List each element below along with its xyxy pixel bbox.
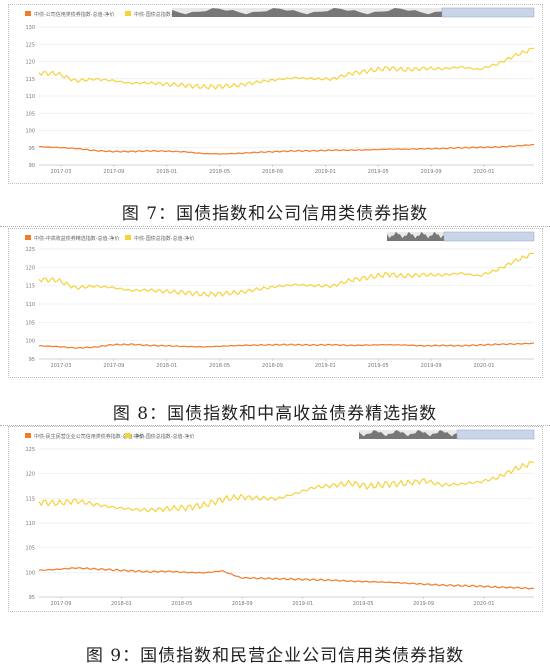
x-tick-label: 2018-01 — [156, 363, 177, 369]
y-tick-label: 115 — [25, 496, 35, 502]
legend-swatch — [125, 235, 131, 240]
y-tick-label: 110 — [25, 94, 35, 100]
x-tick-label: 2019-01 — [292, 601, 313, 607]
range-navigator[interactable] — [172, 7, 535, 18]
series-line-orange — [38, 342, 535, 350]
y-tick-label: 130 — [25, 25, 35, 31]
x-tick-label: 2017-03 — [51, 363, 72, 369]
x-tick-label: 2019-01 — [315, 363, 336, 369]
legend-label: 中债-中高收益债券精选指数-总值-净价 — [34, 235, 119, 242]
series-line-orange — [38, 144, 534, 155]
caption-figure-9: 图 9：国债指数和民营企业公司信用类债券指数 — [85, 646, 465, 666]
legend-label: 中债-国债总指数-总值-净价 — [134, 433, 194, 440]
x-tick-label: 2017-09 — [103, 363, 124, 369]
y-tick-label: 115 — [25, 284, 35, 290]
range-navigator[interactable] — [359, 429, 535, 440]
range-selection-handle[interactable] — [441, 7, 535, 18]
y-tick-label: 105 — [25, 320, 35, 326]
series-line-yellow — [38, 47, 535, 90]
y-tick-label: 100 — [25, 570, 35, 576]
y-tick-label: 105 — [25, 111, 35, 117]
line-chart-8: 中债-中高收益债券精选指数-总值-净价 中债-国债总指数-总值-净价 95 100 10… — [25, 231, 535, 369]
x-tick-label: 2018-09 — [232, 601, 253, 607]
series-line-orange — [38, 567, 535, 590]
x-tick-label: 2018-01 — [111, 601, 132, 607]
legend-swatch — [25, 433, 31, 438]
x-tick-label: 2017-09 — [103, 169, 124, 175]
y-tick-label: 110 — [25, 521, 35, 527]
x-tick-label: 2019-09 — [421, 363, 442, 369]
y-tick-label: 90 — [29, 163, 35, 169]
legend-label: 中债-国债总指数-总值-净价 — [134, 235, 194, 242]
y-tick-label: 110 — [25, 302, 35, 308]
y-tick-label: 95 — [29, 146, 35, 152]
chart-container-7: 中债-公司信用类债券指数-总值-净价 中债-国债总指数-总值-净价 90 95 100 1… — [8, 4, 543, 184]
y-tick-label: 105 — [25, 546, 35, 552]
y-tick-label: 115 — [25, 77, 35, 83]
x-tick-label: 2019-09 — [413, 601, 434, 607]
legend-label: 中债-国债总指数-总值-净价 — [134, 11, 194, 18]
caption-figure-8: 图 8：国债指数和中高收益债券精选指数 — [112, 404, 438, 424]
range-navigator[interactable] — [387, 231, 535, 242]
x-tick-label: 2018-01 — [156, 169, 177, 175]
y-tick-label: 95 — [29, 357, 35, 363]
x-tick-label: 2018-05 — [209, 363, 230, 369]
chart-container-8: 中债-中高收益债券精选指数-总值-净价 中债-国债总指数-总值-净价 95 100 10… — [8, 228, 543, 378]
x-tick-label: 2019-05 — [368, 363, 389, 369]
x-tick-label: 2018-05 — [171, 601, 192, 607]
range-selection-handle[interactable] — [456, 429, 535, 440]
legend-swatch — [25, 235, 31, 240]
line-chart-7: 中债-公司信用类债券指数-总值-净价 中债-国债总指数-总值-净价 90 95 100 1… — [25, 7, 535, 175]
figure-7: 中债-公司信用类债券指数-总值-净价 中债-国债总指数-总值-净价 90 95 100 1… — [0, 0, 550, 224]
y-tick-label: 125 — [25, 247, 35, 253]
y-tick-label: 120 — [25, 265, 35, 271]
range-selection-handle[interactable] — [443, 231, 535, 242]
caption-figure-7: 图 7：国债指数和公司信用类债券指数 — [121, 204, 429, 224]
x-tick-label: 2019-01 — [315, 169, 336, 175]
x-tick-label: 2018-09 — [262, 363, 283, 369]
x-tick-label: 2019-09 — [421, 169, 442, 175]
legend-swatch — [125, 433, 131, 438]
x-tick-label: 2017-03 — [51, 169, 72, 175]
legend-label: 中债-公司信用类债券指数-总值-净价 — [34, 11, 114, 18]
y-tick-label: 120 — [25, 472, 35, 478]
x-tick-label: 2017-09 — [51, 601, 72, 607]
legend-swatch — [25, 11, 31, 16]
y-tick-label: 95 — [29, 595, 35, 601]
legend-label: 中债-民生民营企业公司信用类债券指数-总值-净价 — [34, 433, 144, 440]
x-tick-label: 2020-01 — [474, 169, 495, 175]
series-line-yellow — [38, 252, 535, 298]
x-tick-label: 2020-01 — [474, 363, 495, 369]
divider — [0, 226, 550, 227]
x-tick-label: 2018-09 — [262, 169, 283, 175]
y-tick-label: 100 — [25, 129, 35, 135]
legend-swatch — [125, 11, 131, 16]
x-tick-label: 2020-01 — [474, 601, 495, 607]
x-tick-label: 2019-05 — [353, 601, 374, 607]
y-tick-label: 125 — [25, 42, 35, 48]
chart-container-9: 中债-民生民营企业公司信用类债券指数-总值-净价 中债-国债总指数-总值-净价 95… — [8, 426, 543, 612]
series-line-yellow — [38, 460, 535, 513]
y-tick-label: 100 — [25, 339, 35, 345]
y-tick-label: 120 — [25, 60, 35, 66]
y-tick-label: 125 — [25, 447, 35, 453]
divider — [0, 425, 550, 426]
x-tick-label: 2019-05 — [368, 169, 389, 175]
x-tick-label: 2018-05 — [209, 169, 230, 175]
figure-8: 中债-中高收益债券精选指数-总值-净价 中债-国债总指数-总值-净价 95 100 10… — [0, 228, 550, 424]
figure-9: 中债-民生民营企业公司信用类债券指数-总值-净价 中债-国债总指数-总值-净价 95… — [0, 426, 550, 669]
